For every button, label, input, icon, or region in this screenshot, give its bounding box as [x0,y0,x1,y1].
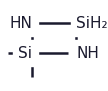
Text: HN: HN [9,15,32,30]
Text: Si: Si [18,46,32,61]
Text: NH: NH [76,46,99,61]
Text: SiH₂: SiH₂ [76,15,108,30]
